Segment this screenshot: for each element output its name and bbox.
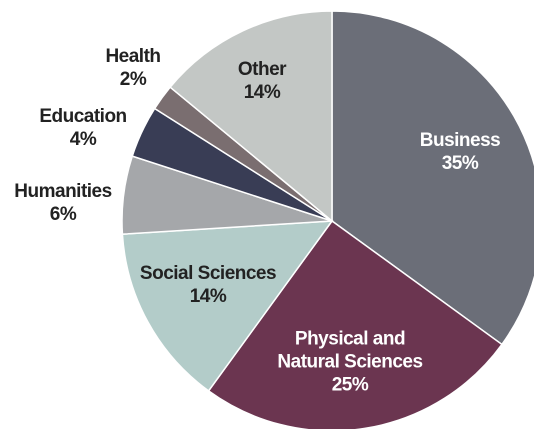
category-name: Business: [419, 130, 501, 151]
category-name: Other: [237, 59, 287, 80]
value-label: 25%: [331, 374, 369, 396]
category-name: Humanities: [14, 181, 112, 202]
value-label: 6%: [49, 204, 77, 225]
pie-slice: [169, 10, 333, 223]
slice-label: Humanities 6%: [3, 180, 123, 226]
value-label: 2%: [119, 69, 147, 90]
category-name: Physical and Natural Sciences: [277, 328, 423, 373]
value-label: 14%: [189, 286, 227, 307]
category-name: Health: [105, 46, 161, 67]
pie-slice: [331, 10, 534, 346]
category-name: Education: [39, 106, 127, 127]
slice-label: Health 2%: [93, 45, 173, 91]
slice-label: Physical and Natural Sciences 25%: [265, 328, 435, 397]
value-label: 4%: [69, 129, 97, 150]
slice-label: Education 4%: [23, 105, 143, 151]
category-name: Social Sciences: [139, 263, 277, 284]
pie-slice: [207, 219, 503, 429]
slice-label: Social Sciences 14%: [128, 262, 288, 308]
pie-slice: [121, 220, 334, 392]
slice-label: Other 14%: [222, 58, 302, 104]
value-label: 35%: [441, 153, 479, 174]
value-label: 14%: [243, 82, 281, 103]
slice-label: Business 35%: [400, 129, 520, 175]
